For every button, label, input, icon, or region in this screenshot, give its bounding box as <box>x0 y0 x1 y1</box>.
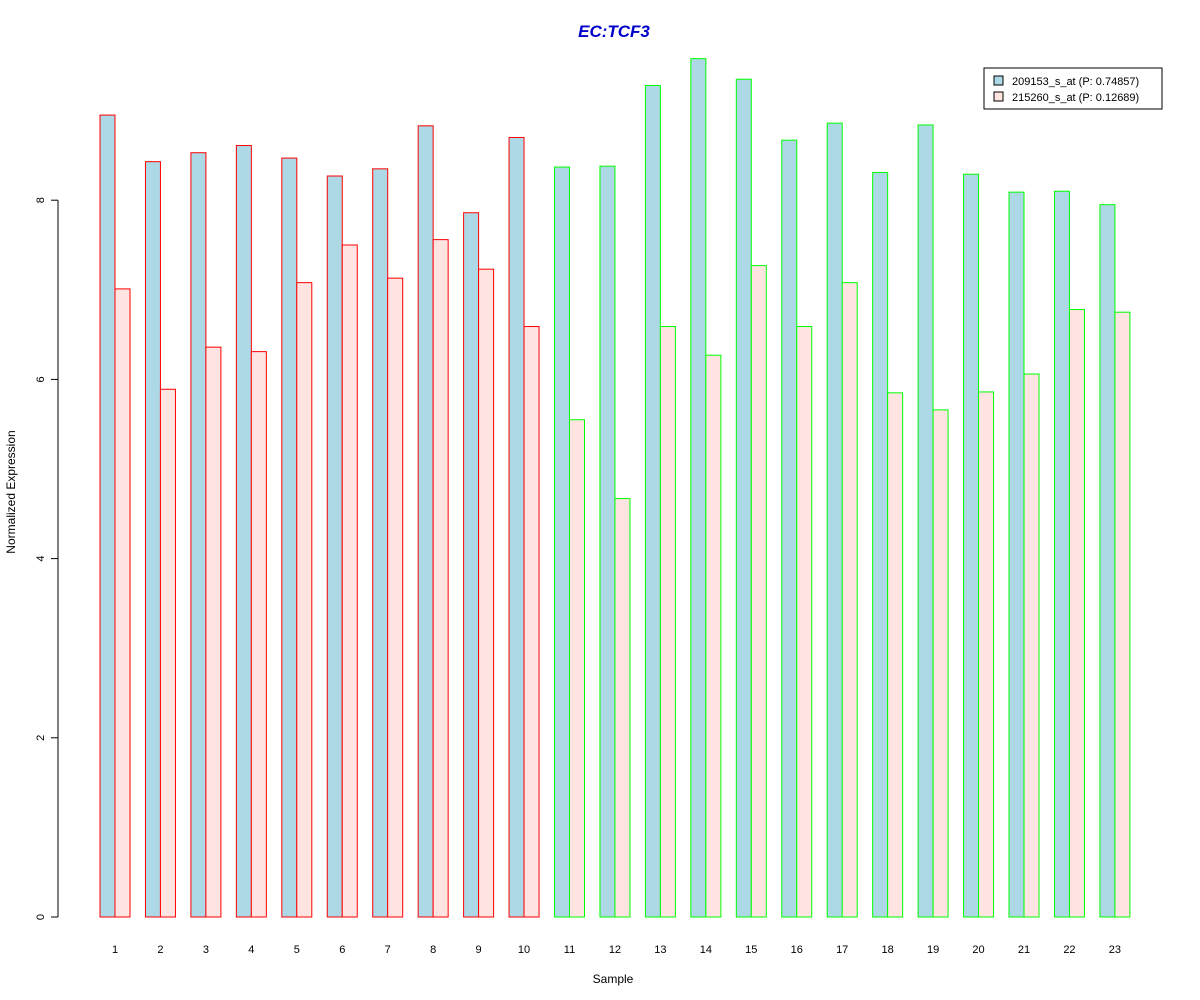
bar-series-2-sample-1 <box>114 288 131 918</box>
bar-series-2-sample-19 <box>932 409 949 918</box>
bar-series-2-sample-4 <box>250 351 267 918</box>
bar-series-1-sample-12 <box>599 165 616 918</box>
x-axis-label: Sample <box>593 972 634 986</box>
x-tick-labels: 1 2 3 4 5 6 7 8 9 10 11 12 13 14 15 16 17 18 19 20 21 22 23 <box>112 944 1121 956</box>
bar-series-1-sample-9 <box>463 212 480 918</box>
y-tick-label: 2 <box>35 735 47 741</box>
y-tick-label: 6 <box>35 376 47 382</box>
x-tick-label: 16 <box>791 944 803 956</box>
bar-series-2-sample-5 <box>296 282 313 918</box>
bar-series-1-sample-23 <box>1099 204 1116 918</box>
bar-series-1-sample-15 <box>735 78 752 918</box>
legend-swatch <box>993 75 1004 86</box>
bar-series-2-sample-15 <box>750 265 767 918</box>
bar-series-1-sample-22 <box>1053 190 1070 918</box>
bar-series-1-sample-5 <box>281 157 298 918</box>
x-tick-label: 10 <box>518 944 530 956</box>
bar-series-1-sample-17 <box>826 122 843 918</box>
bar-series-1-sample-13 <box>644 85 661 918</box>
bar-series-2-sample-9 <box>478 268 495 918</box>
bar-series-2-sample-7 <box>387 277 404 918</box>
bar-series-1-sample-10 <box>508 136 525 918</box>
x-tick-label: 18 <box>882 944 894 956</box>
y-axis: 0 2 4 6 8 <box>35 197 59 920</box>
x-tick-label: 19 <box>927 944 939 956</box>
x-tick-label: 14 <box>700 944 712 956</box>
bar-series-2-sample-18 <box>887 392 904 918</box>
x-tick-label: 20 <box>972 944 984 956</box>
bar-series-1-sample-6 <box>326 175 343 918</box>
bar-series-1-sample-21 <box>1008 191 1025 918</box>
x-tick-label: 5 <box>294 944 300 956</box>
x-tick-label: 8 <box>430 944 436 956</box>
legend-label: 215260_s_at (P: 0.12689) <box>1012 92 1139 104</box>
bar-series-2-sample-2 <box>159 388 176 918</box>
bar-series-2-sample-20 <box>978 391 995 918</box>
x-tick-label: 12 <box>609 944 621 956</box>
x-tick-label: 4 <box>248 944 254 956</box>
bar-series-1-sample-2 <box>144 161 161 918</box>
y-tick-label: 0 <box>35 914 47 920</box>
x-tick-label: 6 <box>339 944 345 956</box>
bar-series-2-sample-10 <box>523 326 540 918</box>
legend-label: 209153_s_at (P: 0.74857) <box>1012 76 1139 88</box>
bar-series-2-sample-17 <box>841 282 858 918</box>
x-tick-label: 3 <box>203 944 209 956</box>
x-tick-label: 13 <box>654 944 666 956</box>
bar-series-1-sample-18 <box>872 171 889 918</box>
x-tick-label: 15 <box>745 944 757 956</box>
x-tick-label: 23 <box>1109 944 1121 956</box>
bar-series-2-sample-13 <box>659 326 676 918</box>
bar-series-1-sample-4 <box>235 145 252 918</box>
legend: 209153_s_at (P: 0.74857) 215260_s_at (P:… <box>983 67 1163 110</box>
legend-swatch <box>993 91 1004 102</box>
bar-series-1-sample-11 <box>554 166 570 918</box>
bar-series-1-sample-16 <box>781 139 798 918</box>
x-tick-label: 2 <box>157 944 163 956</box>
bar-series-2-sample-16 <box>796 326 813 918</box>
bar-series-1-sample-20 <box>963 173 980 918</box>
y-tick-label: 4 <box>35 556 47 562</box>
legend-box <box>983 67 1163 110</box>
bars-group <box>99 58 1131 918</box>
x-tick-label: 9 <box>476 944 482 956</box>
bar-series-1-sample-19 <box>917 124 934 918</box>
bar-series-1-sample-3 <box>190 152 207 918</box>
bar-series-2-sample-12 <box>614 498 631 918</box>
bar-series-1-sample-1 <box>99 114 116 918</box>
bar-series-2-sample-23 <box>1114 311 1131 918</box>
x-tick-label: 1 <box>112 944 118 956</box>
bar-series-2-sample-8 <box>432 239 449 918</box>
bar-series-2-sample-14 <box>705 354 722 918</box>
x-tick-label: 22 <box>1063 944 1075 956</box>
bar-series-2-sample-21 <box>1023 373 1040 918</box>
bar-series-1-sample-14 <box>690 58 707 918</box>
bar-series-2-sample-6 <box>341 244 358 918</box>
bar-series-2-sample-22 <box>1068 309 1085 918</box>
x-tick-label: 11 <box>564 944 575 956</box>
x-tick-label: 21 <box>1018 944 1030 956</box>
chart-title: EC:TCF3 <box>578 22 650 41</box>
y-tick-label: 8 <box>35 197 47 203</box>
bar-series-2-sample-3 <box>205 346 222 918</box>
bar-series-2-sample-11 <box>569 419 585 918</box>
bar-series-1-sample-7 <box>372 168 389 918</box>
bar-series-1-sample-8 <box>417 125 434 918</box>
x-tick-label: 17 <box>836 944 848 956</box>
x-tick-label: 7 <box>385 944 391 956</box>
y-axis-label: Normalized Expression <box>4 430 18 553</box>
